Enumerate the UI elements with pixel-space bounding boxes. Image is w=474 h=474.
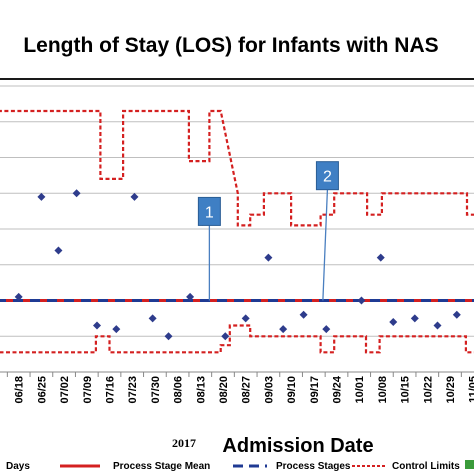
data-point-20 xyxy=(410,314,419,323)
data-point-4 xyxy=(93,321,102,330)
data-point-13 xyxy=(264,253,273,262)
legend-control-label: Control Limits xyxy=(392,461,460,472)
legend-mean-label: Process Stage Mean xyxy=(113,461,210,472)
x-tick-label-15: 09/24 xyxy=(332,375,344,403)
data-point-16 xyxy=(322,325,331,334)
x-tick-label-0: 6/11 xyxy=(0,376,3,397)
data-point-18 xyxy=(376,253,385,262)
legend-days-label: Days xyxy=(6,461,30,472)
callouts: 123 xyxy=(197,161,339,301)
series-lines xyxy=(0,109,474,354)
data-point-14 xyxy=(279,325,288,334)
callout-label-1: 1 xyxy=(205,204,214,221)
x-tick-label-13: 09/10 xyxy=(286,376,298,404)
x-tick-label-19: 10/22 xyxy=(422,376,434,404)
x-tick-label-8: 08/06 xyxy=(173,376,185,404)
callout-box-1 xyxy=(197,196,221,226)
upper-control-limit xyxy=(0,109,474,227)
x-tick-label-6: 07/23 xyxy=(127,376,139,404)
data-point-7 xyxy=(148,314,157,323)
x-tick-label-10: 08/20 xyxy=(218,376,230,404)
data-point-15 xyxy=(299,310,308,319)
x-tick-label-18: 10/15 xyxy=(400,376,412,404)
x-tick-label-1: 06/18 xyxy=(14,376,26,404)
x-tick-label-4: 07/09 xyxy=(82,376,94,404)
x-tick-label-9: 08/13 xyxy=(195,376,207,404)
legend-extra-swatch xyxy=(465,460,474,469)
data-point-1 xyxy=(37,192,46,201)
lower-control-limit xyxy=(0,324,474,354)
year-label: 2017 xyxy=(172,436,196,450)
data-point-5 xyxy=(112,325,121,334)
x-tick-labels: 6/11 06/18 06/25 07/02 07/09 07/16 07/23 07/30 0… xyxy=(0,372,474,404)
x-axis-label: Admission Date xyxy=(222,435,373,457)
x-tick-label-17: 10/08 xyxy=(377,376,389,404)
x-tick-label-14: 09/17 xyxy=(309,376,321,404)
data-point-9 xyxy=(186,292,195,301)
data-point-12 xyxy=(241,314,250,323)
x-tick-label-20: 10/29 xyxy=(445,376,457,404)
data-point-21 xyxy=(433,321,442,330)
legend: Days Process Stage Mean Process Stages C… xyxy=(6,460,474,472)
data-point-0 xyxy=(14,292,23,301)
callout-pointer-2 xyxy=(322,189,329,301)
data-point-19 xyxy=(389,317,398,326)
data-point-22 xyxy=(452,310,461,319)
callout-box-2 xyxy=(315,161,339,191)
data-point-8 xyxy=(164,332,173,341)
data-point-6 xyxy=(130,192,139,201)
x-tick-label-7: 07/30 xyxy=(150,376,162,404)
x-tick-label-5: 07/16 xyxy=(105,376,117,404)
data-points xyxy=(14,189,461,341)
data-point-11 xyxy=(221,332,230,341)
x-tick-label-11: 08/27 xyxy=(241,376,253,404)
data-point-17 xyxy=(357,296,366,305)
legend-stages-label: Process Stages xyxy=(276,461,351,472)
x-tick-label-3: 07/02 xyxy=(59,376,71,404)
x-tick-label-16: 10/01 xyxy=(354,376,366,404)
chart-title: Length of Stay (LOS) for Infants with NA… xyxy=(23,34,438,57)
data-point-2 xyxy=(54,246,63,255)
gridlines xyxy=(0,85,474,373)
data-point-3 xyxy=(72,189,81,198)
x-tick-label-21: 11/05 xyxy=(468,376,474,403)
x-tick-label-2: 06/25 xyxy=(36,376,48,404)
callout-label-2: 2 xyxy=(323,169,332,186)
x-tick-label-12: 09/03 xyxy=(263,376,275,404)
